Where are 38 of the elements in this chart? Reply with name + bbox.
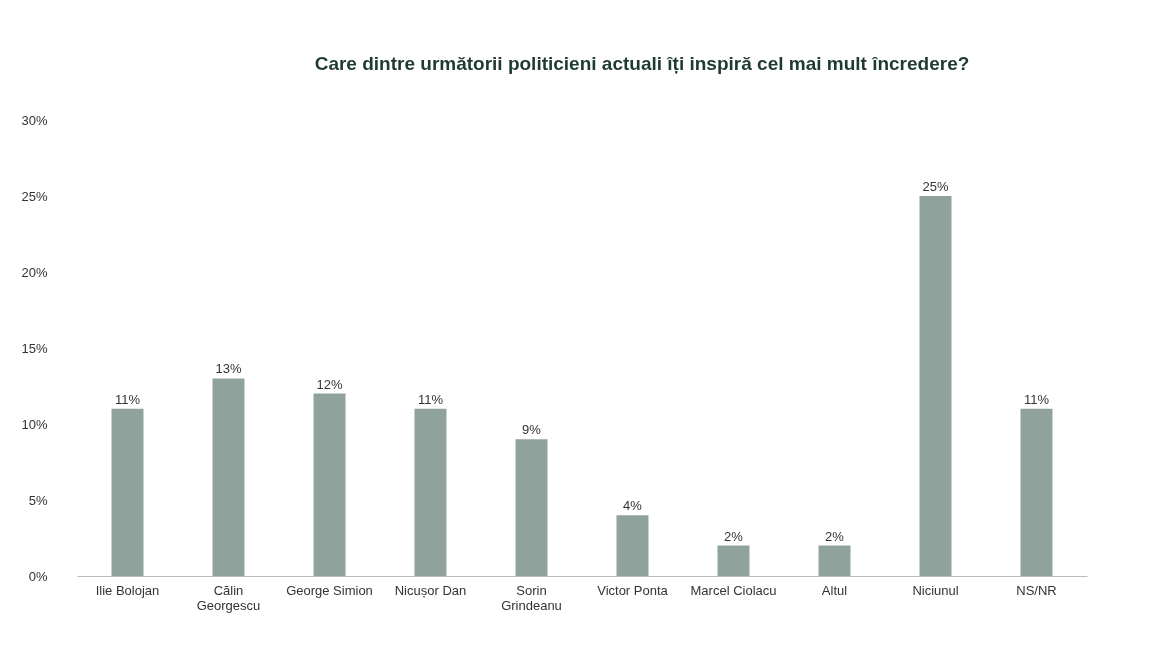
bar bbox=[717, 545, 750, 576]
y-tick-label: 0% bbox=[28, 568, 48, 584]
data-label: 12% bbox=[316, 376, 343, 392]
bar bbox=[414, 408, 447, 576]
chart-title: Care dintre următorii politicieni actuali îți inspiră cel mai mult încredere? bbox=[314, 53, 970, 74]
data-label: 11% bbox=[114, 391, 141, 407]
x-tick-label: Victor Ponta bbox=[597, 582, 669, 598]
y-tick-label: 30% bbox=[21, 112, 48, 128]
x-tick-label: Ilie Bolojan bbox=[95, 582, 160, 598]
x-tick-label: Niciunul bbox=[912, 582, 959, 598]
data-label: 9% bbox=[522, 422, 542, 438]
y-tick-label: 15% bbox=[21, 340, 48, 356]
x-tick-label: Călin Georgescu bbox=[196, 582, 261, 613]
y-tick-label: 10% bbox=[21, 416, 48, 432]
bar bbox=[616, 515, 649, 576]
bar bbox=[919, 196, 952, 576]
x-tick-label: George Simion bbox=[286, 582, 373, 598]
x-tick-label: NS/NR bbox=[1016, 582, 1057, 598]
x-tick-label: Marcel Ciolacu bbox=[690, 582, 777, 598]
x-tick-label: Sorin Grindeanu bbox=[501, 582, 562, 613]
y-tick-label: 5% bbox=[28, 492, 48, 508]
data-label: 2% bbox=[825, 528, 845, 544]
x-tick-label: Altul bbox=[821, 582, 848, 598]
bar bbox=[818, 545, 851, 576]
y-tick-label: 20% bbox=[21, 264, 48, 280]
data-label: 13% bbox=[215, 361, 242, 377]
data-label: 11% bbox=[417, 391, 444, 407]
bar bbox=[1020, 408, 1053, 576]
bar bbox=[212, 378, 245, 576]
data-label: 4% bbox=[623, 498, 643, 514]
data-label: 25% bbox=[922, 179, 949, 194]
data-label: 11% bbox=[1023, 391, 1050, 407]
bar bbox=[515, 439, 548, 576]
x-tick-label: Nicușor Dan bbox=[394, 582, 467, 598]
data-label: 2% bbox=[724, 528, 744, 544]
y-tick-label: 25% bbox=[21, 188, 48, 204]
bar bbox=[313, 393, 346, 576]
bar bbox=[111, 408, 144, 576]
